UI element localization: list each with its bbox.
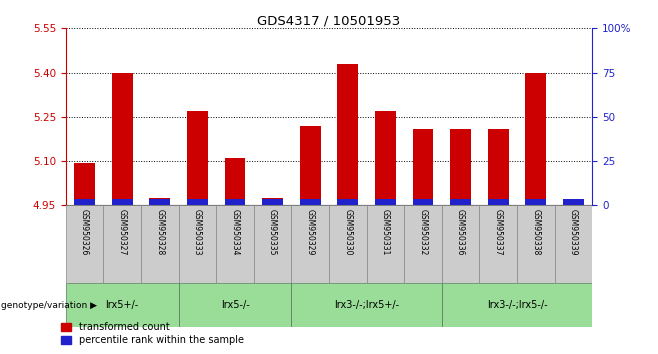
Bar bbox=[442, 283, 592, 327]
Bar bbox=[74, 162, 95, 205]
Bar bbox=[263, 198, 283, 205]
Bar bbox=[413, 199, 434, 205]
Bar bbox=[187, 199, 208, 205]
Text: GSM950337: GSM950337 bbox=[494, 209, 503, 256]
Bar bbox=[66, 283, 178, 327]
Bar bbox=[563, 199, 584, 205]
Bar bbox=[149, 199, 170, 205]
Bar bbox=[300, 126, 320, 205]
Bar bbox=[74, 199, 95, 205]
Bar bbox=[254, 205, 291, 283]
Bar bbox=[187, 111, 208, 205]
Bar bbox=[300, 199, 320, 205]
Bar bbox=[450, 129, 471, 205]
Bar bbox=[178, 283, 291, 327]
Bar bbox=[141, 205, 178, 283]
Bar bbox=[442, 205, 480, 283]
Bar bbox=[291, 283, 442, 327]
Text: lrx5-/-: lrx5-/- bbox=[220, 300, 249, 310]
Bar bbox=[338, 199, 358, 205]
Legend: transformed count, percentile rank within the sample: transformed count, percentile rank withi… bbox=[57, 319, 248, 349]
Bar bbox=[404, 205, 442, 283]
Title: GDS4317 / 10501953: GDS4317 / 10501953 bbox=[257, 14, 401, 27]
Text: GSM950326: GSM950326 bbox=[80, 209, 89, 256]
Bar bbox=[526, 199, 546, 205]
Bar bbox=[413, 129, 434, 205]
Text: GSM950330: GSM950330 bbox=[343, 209, 352, 256]
Bar bbox=[488, 199, 509, 205]
Text: GSM950336: GSM950336 bbox=[456, 209, 465, 256]
Bar bbox=[488, 129, 509, 205]
Text: GSM950339: GSM950339 bbox=[569, 209, 578, 256]
Bar bbox=[555, 205, 592, 283]
Bar bbox=[291, 205, 329, 283]
Text: genotype/variation ▶: genotype/variation ▶ bbox=[1, 301, 97, 310]
Bar bbox=[178, 205, 216, 283]
Bar bbox=[216, 205, 254, 283]
Text: GSM950331: GSM950331 bbox=[381, 209, 390, 256]
Bar bbox=[263, 199, 283, 205]
Bar bbox=[526, 73, 546, 205]
Text: lrx3-/-;lrx5-/-: lrx3-/-;lrx5-/- bbox=[487, 300, 547, 310]
Bar bbox=[450, 199, 471, 205]
Bar bbox=[563, 201, 584, 205]
Bar bbox=[329, 205, 367, 283]
Bar bbox=[66, 205, 103, 283]
Bar bbox=[103, 205, 141, 283]
Bar bbox=[338, 64, 358, 205]
Bar bbox=[517, 205, 555, 283]
Bar bbox=[224, 158, 245, 205]
Text: GSM950328: GSM950328 bbox=[155, 209, 164, 256]
Text: GSM950332: GSM950332 bbox=[418, 209, 428, 256]
Bar bbox=[112, 73, 132, 205]
Text: GSM950333: GSM950333 bbox=[193, 209, 202, 256]
Bar bbox=[367, 205, 404, 283]
Bar bbox=[375, 199, 395, 205]
Text: GSM950327: GSM950327 bbox=[118, 209, 127, 256]
Text: GSM950335: GSM950335 bbox=[268, 209, 277, 256]
Bar bbox=[375, 111, 395, 205]
Text: lrx5+/-: lrx5+/- bbox=[105, 300, 139, 310]
Bar bbox=[112, 199, 132, 205]
Bar bbox=[480, 205, 517, 283]
Text: lrx3-/-;lrx5+/-: lrx3-/-;lrx5+/- bbox=[334, 300, 399, 310]
Bar bbox=[224, 199, 245, 205]
Text: GSM950338: GSM950338 bbox=[531, 209, 540, 256]
Text: GSM950329: GSM950329 bbox=[306, 209, 315, 256]
Bar bbox=[149, 198, 170, 205]
Text: GSM950334: GSM950334 bbox=[230, 209, 240, 256]
